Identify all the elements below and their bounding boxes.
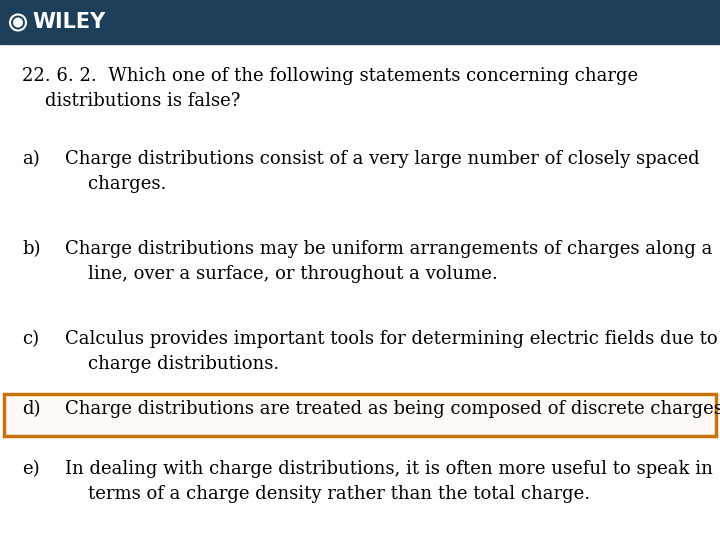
- Text: In dealing with charge distributions, it is often more useful to speak in
    te: In dealing with charge distributions, it…: [65, 460, 713, 503]
- Text: Calculus provides important tools for determining electric fields due to
    cha: Calculus provides important tools for de…: [65, 330, 718, 373]
- Bar: [0, 0, 720, 45]
- Text: d): d): [22, 400, 40, 418]
- Text: e): e): [22, 460, 40, 478]
- Text: WILEY: WILEY: [32, 12, 105, 32]
- Text: Charge distributions are treated as being composed of discrete charges.: Charge distributions are treated as bein…: [65, 400, 720, 418]
- Text: 22. 6. 2.  Which one of the following statements concerning charge
    distribut: 22. 6. 2. Which one of the following sta…: [22, 67, 638, 110]
- Text: b): b): [22, 240, 40, 258]
- Text: Charge distributions consist of a very large number of closely spaced
    charge: Charge distributions consist of a very l…: [65, 150, 700, 193]
- Text: a): a): [22, 150, 40, 168]
- FancyBboxPatch shape: [4, 394, 716, 436]
- Text: Charge distributions may be uniform arrangements of charges along a
    line, ov: Charge distributions may be uniform arra…: [65, 240, 712, 283]
- Text: c): c): [22, 330, 39, 348]
- Circle shape: [13, 17, 23, 28]
